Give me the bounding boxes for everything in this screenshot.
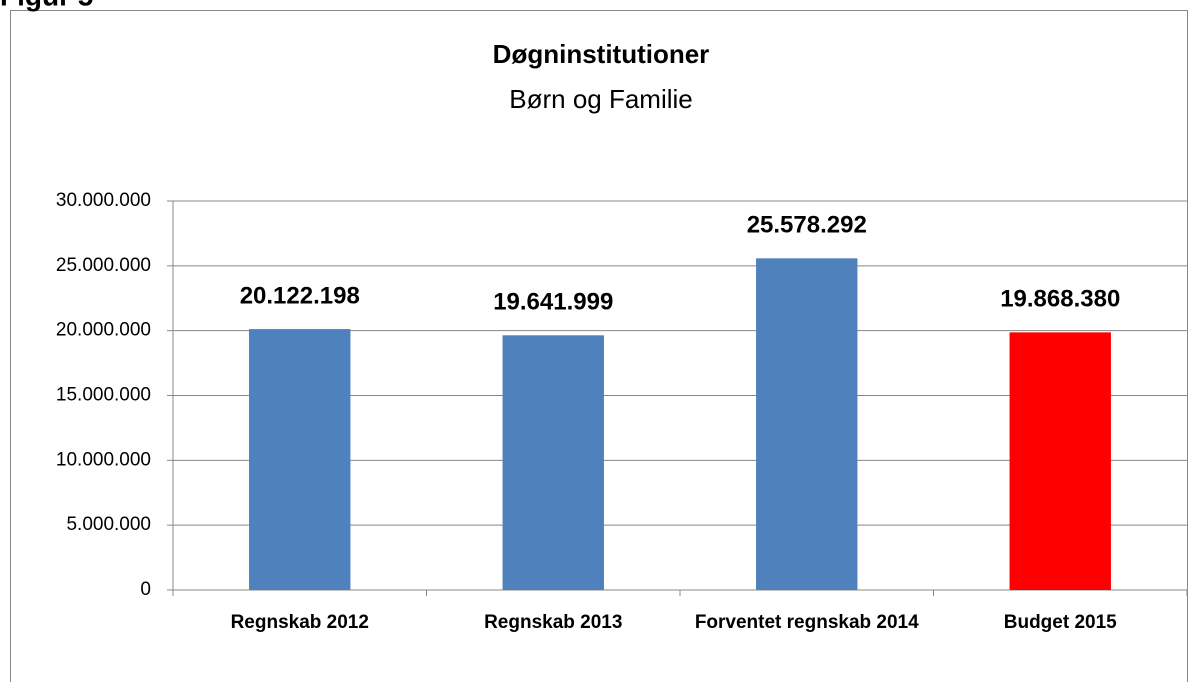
y-tick-label: 0: [140, 579, 151, 600]
y-tick-label: 5.000.000: [66, 514, 151, 535]
x-tick-label: Regnskab 2012: [230, 612, 369, 633]
figure-label: Figur 5: [0, 0, 93, 11]
value-label: 25.578.292: [747, 212, 867, 239]
bar: [1009, 332, 1111, 590]
bar: [249, 329, 351, 590]
bar: [502, 335, 604, 590]
value-label: 20.122.198: [240, 282, 360, 309]
y-tick-label: 30.000.000: [56, 190, 151, 211]
x-tick-label: Regnskab 2013: [484, 612, 623, 633]
x-tick-label: Forventet regnskab 2014: [694, 612, 919, 633]
y-tick-label: 15.000.000: [56, 385, 151, 406]
x-tick-label: Budget 2015: [1003, 612, 1117, 633]
y-tick-label: 10.000.000: [56, 449, 151, 470]
bar: [756, 258, 858, 590]
chart-title: Døgninstitutioner: [493, 39, 710, 69]
value-label: 19.641.999: [493, 289, 613, 316]
value-label: 19.868.380: [1000, 286, 1120, 313]
y-tick-label: 20.000.000: [56, 320, 151, 341]
y-tick-label: 25.000.000: [56, 255, 151, 276]
chart-subtitle: Børn og Familie: [509, 84, 693, 114]
